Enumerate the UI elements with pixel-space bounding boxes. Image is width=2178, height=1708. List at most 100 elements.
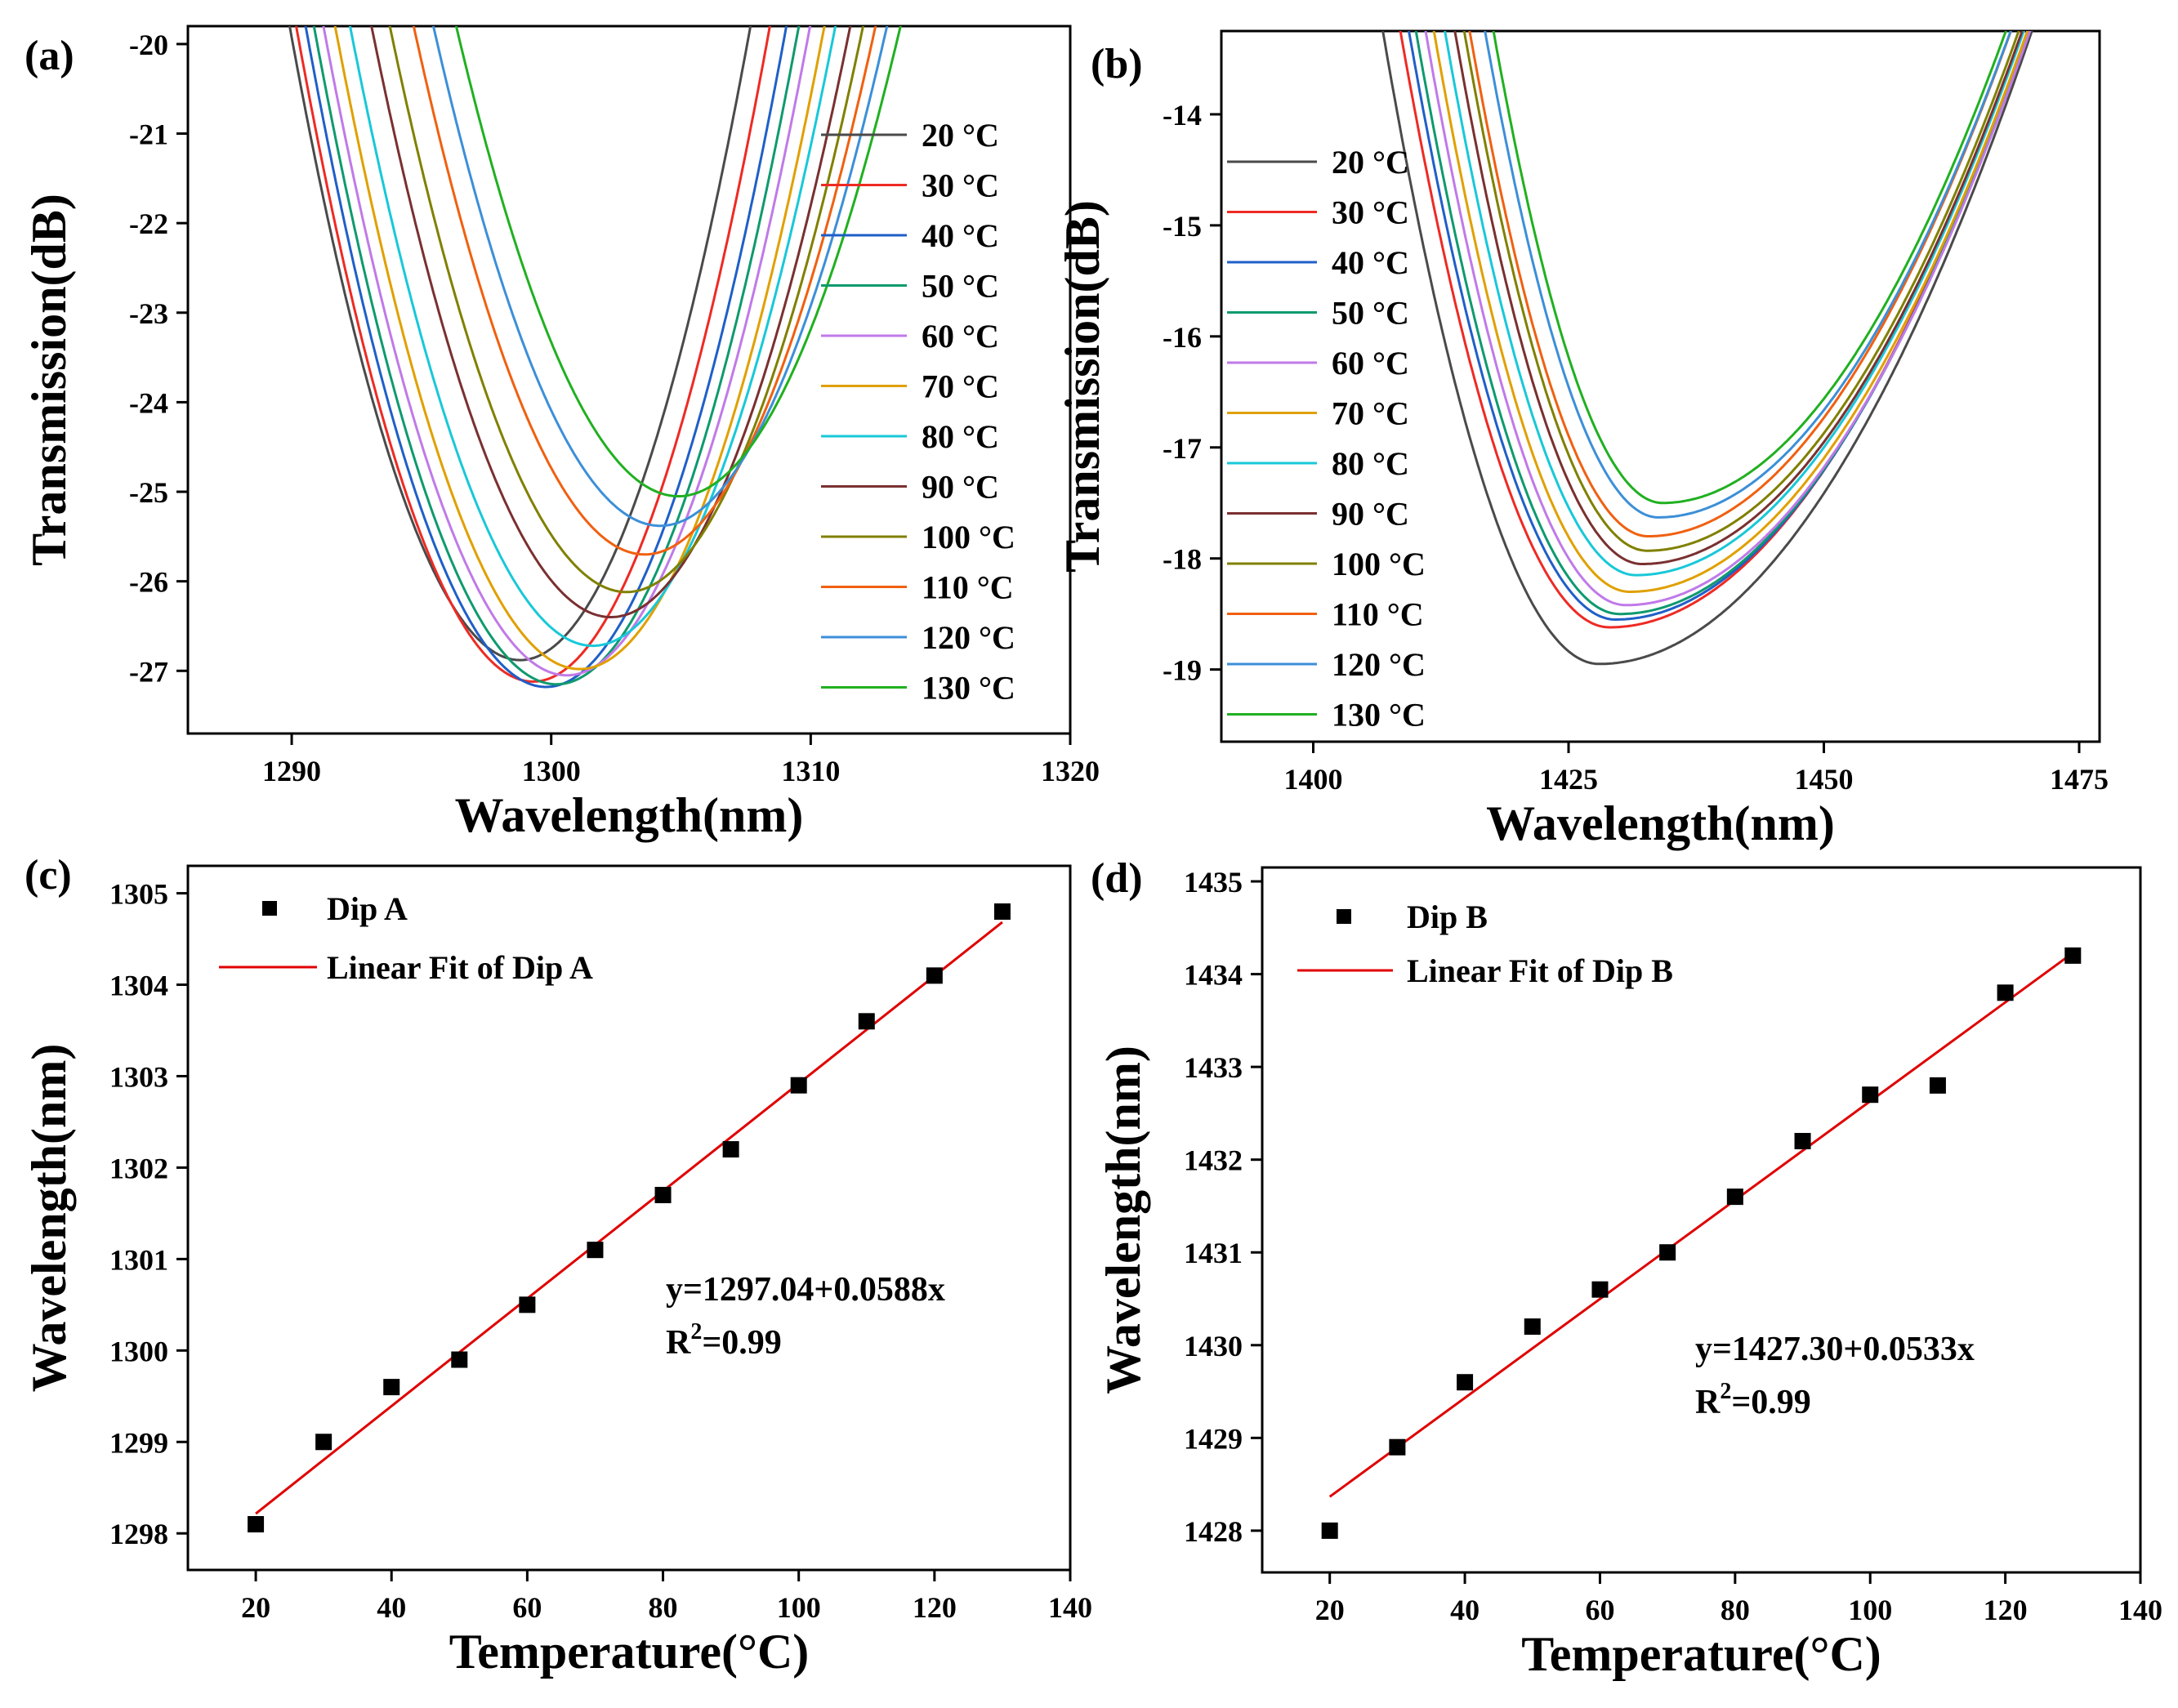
y-tick-label: 1305 [109,878,168,911]
data-point [722,1141,739,1158]
series-line-60c [1424,31,2032,607]
x-tick-label: 80 [1721,1594,1750,1626]
x-tick-label: 1300 [522,755,581,787]
fit-line [255,921,1003,1515]
y-tick-label: 1301 [109,1243,168,1276]
legend-entry: 30 °C [1332,194,1409,231]
series-line-100c [388,26,865,594]
panel-label: (d) [1091,855,1143,902]
plot-frame [186,25,1072,735]
x-tick-label: 80 [649,1591,678,1624]
x-tick-label: 1425 [1539,763,1598,796]
x-axis-label: Wavelength(nm) [1486,796,1835,850]
data-point [1457,1374,1474,1391]
x-tick-label: 1320 [1041,755,1100,787]
data-point [1591,1281,1609,1298]
plot-frame [1220,29,2101,743]
y-tick-label: -21 [129,118,168,151]
panel-c: 20 40 60 80 100 120 140 1298 1299 1300 1301 1302 130… [22,852,1092,1679]
data-point [858,1013,875,1030]
data-point [519,1296,536,1313]
data-point [654,1187,672,1204]
legend-entry: 130 °C [922,670,1015,707]
series-line-100c [1462,31,2020,552]
panel-d: 20 40 60 80 100 120 140 1428 1429 1430 1431 1432 143… [1091,855,2162,1681]
data-point [451,1351,468,1368]
series-line-70c [333,26,826,671]
plot-frame [186,864,1072,1572]
data-point [315,1434,333,1451]
y-tick-label: 1299 [109,1426,168,1459]
y-tick-label: -23 [129,297,168,330]
series-lines [288,26,902,689]
y-tick-label: 1430 [1184,1330,1243,1362]
panel-label: (a) [25,33,74,79]
x-tick-label: 1290 [262,755,321,787]
legend-entry: 50 °C [922,268,999,305]
y-tick-label: -24 [129,386,168,419]
y-tick-label: -25 [129,476,168,509]
legend-entry: 50 °C [1332,295,1409,332]
data-point [926,967,943,984]
legend-entry: 100 °C [1332,546,1426,582]
scatter-layer [1321,947,2082,1539]
y-tick-label: -17 [1163,432,1202,465]
data-point [1929,1077,1946,1094]
legend-entry: 70 °C [922,368,999,405]
x-tick-label: 120 [913,1591,957,1624]
series-line-120c [1484,31,2012,519]
y-tick-label: -20 [129,29,168,61]
data-point [2064,947,2082,964]
legend-entry: 40 °C [1332,244,1409,281]
data-point [1862,1086,1879,1104]
series-line-90c [1453,31,2024,565]
legend-entry: 30 °C [922,167,999,204]
y-tick-label: 1432 [1184,1144,1243,1177]
data-point [587,1242,604,1259]
legend-entry: 70 °C [1332,395,1409,432]
series-line-80c [1444,31,2025,577]
r-squared: R2=0.99 [1695,1379,1811,1421]
y-axis-label: Wavelength(nm) [22,1044,76,1393]
y-tick-label: 1429 [1184,1422,1243,1455]
legend: Dip B Linear Fit of Dip B [1297,899,1673,989]
fit-line [1328,952,2074,1498]
series-lines [1381,31,2033,666]
r-squared: R2=0.99 [666,1319,782,1362]
legend-entry: 110 °C [922,569,1014,606]
x-tick-label: 1475 [2050,763,2109,796]
y-tick-label: -26 [129,566,168,599]
y-tick-label: -19 [1163,654,1202,687]
x-tick-label: 1310 [781,755,840,787]
legend-entry: Linear Fit of Dip A [327,949,593,986]
series-line-130c [1492,31,2007,505]
series-line-80c [348,26,837,648]
y-tick-label: -14 [1163,99,1202,132]
r-squared-superscript: 2 [1720,1379,1731,1404]
series-line-50c [312,26,801,686]
data-point [248,1516,265,1533]
legend-entry: 90 °C [1332,496,1409,533]
x-tick-label: 100 [1848,1594,1892,1626]
series-line-90c [370,26,852,618]
x-axis-label: Wavelength(nm) [455,788,804,842]
x-tick-label: 120 [1984,1594,2028,1626]
x-tick-label: 1400 [1284,763,1343,796]
x-tick-label: 100 [777,1591,821,1624]
data-point [1524,1318,1541,1336]
plot-frame [1261,866,2142,1574]
series-line-40c [304,26,788,689]
y-tick-label: 1298 [109,1518,168,1550]
y-axis-label: Wavelength(nm) [1096,1046,1150,1394]
x-tick-label: 60 [1585,1594,1614,1626]
data-point [1389,1438,1406,1456]
x-tick-label: 140 [1048,1591,1092,1624]
y-tick-label: 1433 [1184,1051,1243,1084]
y-tick-label: -16 [1163,321,1202,354]
r-squared-prefix: R [666,1324,691,1362]
x-axis-label: Temperature(°C) [449,1625,810,1679]
x-axis-label: Temperature(°C) [1521,1627,1881,1681]
data-point [1997,984,2014,1001]
legend-entry: 80 °C [1332,445,1409,482]
